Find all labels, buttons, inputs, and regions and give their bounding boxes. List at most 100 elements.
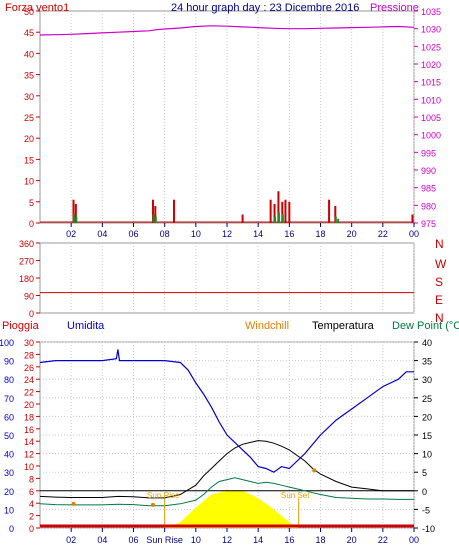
compass-label: W <box>435 257 447 271</box>
wind-tick-label: 40 <box>24 49 34 59</box>
wind-avg-bar <box>152 214 155 223</box>
x-tick-label: 22 <box>378 535 388 545</box>
wind-gust-bar <box>154 206 157 223</box>
wind-avg-bar <box>334 216 337 223</box>
humidity-tick-label: 0 <box>9 524 14 534</box>
rain-tick-label: 14 <box>24 437 34 447</box>
humidity-tick-label: 10 <box>4 505 14 515</box>
wind-gust-bar <box>151 199 154 223</box>
wind-tick-label: 25 <box>24 113 34 123</box>
wind-tick-label: 10 <box>24 177 34 187</box>
x-tick-label: 02 <box>66 229 76 239</box>
wind-gust-bar <box>273 203 276 223</box>
x-tick-label: 12 <box>222 535 232 545</box>
humidity-tick-label: 50 <box>4 431 14 441</box>
x-tick-label: 10 <box>191 229 201 239</box>
wind-bars <box>40 191 414 223</box>
rain-tick-label: 0 <box>29 524 34 534</box>
humidity-tick-label: 70 <box>4 394 14 404</box>
wind-tick-label: 35 <box>24 71 34 81</box>
pressure-tick-label: 990 <box>421 166 436 176</box>
pressure-tick-label: 975 <box>421 219 436 229</box>
wind-avg-bar <box>277 212 280 223</box>
wind-tick-label: 50 <box>24 7 34 17</box>
wind-tick-label: 30 <box>24 92 34 102</box>
pressure-tick-label: 1000 <box>421 131 441 141</box>
sunset-top-label: Sun Set <box>281 491 310 500</box>
compass-label: E <box>435 293 443 307</box>
windchill-marks <box>71 468 317 507</box>
rain-tick-label: 28 <box>24 350 34 360</box>
temperature-tick-label: 15 <box>422 431 432 441</box>
rain-tick-label: 16 <box>24 425 34 435</box>
windchill-point <box>312 468 317 473</box>
direction-tick-label: 0 <box>29 309 34 319</box>
pressure-tick-label: 1005 <box>421 113 441 123</box>
rain-tick-label: 2 <box>29 512 34 522</box>
x-tick-label: 18 <box>315 229 325 239</box>
x-tick-label: 16 <box>284 535 294 545</box>
temperature-legend: Temperatura <box>312 320 375 332</box>
windchill-legend: Windchill <box>245 320 289 332</box>
x-tick-label: 08 <box>160 229 170 239</box>
pressure-tick-label: 1020 <box>421 60 441 70</box>
rain-tick-label: 12 <box>24 450 34 460</box>
wind-avg-bar <box>75 216 78 223</box>
wind-gust-bar <box>277 191 280 223</box>
rain-tick-label: 4 <box>29 499 34 509</box>
temperature-tick-label: 5 <box>422 468 427 478</box>
x-tick-label: 16 <box>284 229 294 239</box>
wind-axis-label: Forza vento1 <box>5 2 69 14</box>
rain-tick-label: 18 <box>24 412 34 422</box>
direction-tick-label: 360 <box>19 239 34 249</box>
direction-axis-ticks: 0 90 180 270 360 <box>19 239 40 319</box>
wind-tick-label: 20 <box>24 134 34 144</box>
x-tick-label: 06 <box>128 535 138 545</box>
x-tick-label: 20 <box>347 535 357 545</box>
wind-gust-bar <box>334 206 337 223</box>
direction-tick-label: 180 <box>19 274 34 284</box>
dewpoint-series-line <box>39 477 414 507</box>
x-tick-label: 14 <box>253 229 263 239</box>
humidity-tick-label: 30 <box>4 468 14 478</box>
temperature-tick-label: 20 <box>422 412 432 422</box>
rain-tick-label: 6 <box>29 487 34 497</box>
pressure-axis-label: Pressione <box>370 2 419 14</box>
wind-gust-bar <box>328 199 331 223</box>
temperature-tick-label: 25 <box>422 394 432 404</box>
pressure-tick-label: 1035 <box>421 7 441 17</box>
wind-tick-label: 0 <box>29 219 34 229</box>
x-tick-label: Sun Rise <box>146 535 183 545</box>
wind-gust-bar <box>411 214 414 223</box>
wind-gust-bar <box>288 201 291 223</box>
x-tick-label: 06 <box>128 229 138 239</box>
x-tick-label: 10 <box>191 535 201 545</box>
wind-tick-label: 5 <box>29 198 34 208</box>
pressure-tick-label: 985 <box>421 184 436 194</box>
sunrise-top-label: Sun Rise <box>147 491 180 500</box>
temperature-series-line <box>39 440 414 499</box>
compass-label: N <box>435 237 444 251</box>
wind-x-axis-ticks: 02 04 06 08 10 12 14 16 18 20 22 00 <box>66 223 419 239</box>
humidity-tick-label: 80 <box>4 375 14 385</box>
pressure-series-line <box>39 25 415 36</box>
windchill-point <box>150 502 155 507</box>
wind-avg-bar <box>154 216 157 223</box>
rain-axis-label: Pioggia <box>2 320 40 332</box>
rain-tick-label: 20 <box>24 400 34 410</box>
temperature-tick-label: 0 <box>422 487 427 497</box>
wind-avg-bar <box>281 214 284 223</box>
rain-tick-label: 24 <box>24 375 34 385</box>
temperature-tick-label: -10 <box>422 524 435 534</box>
pressure-tick-label: 995 <box>421 148 436 158</box>
wind-pressure-grid <box>70 11 415 223</box>
humidity-tick-label: 20 <box>4 487 14 497</box>
x-tick-label: 00 <box>409 535 419 545</box>
temperature-tick-label: 30 <box>422 375 432 385</box>
humidity-tick-label: 40 <box>4 450 14 460</box>
rain-tick-label: 26 <box>24 363 34 373</box>
rain-tick-label: 30 <box>24 338 34 348</box>
